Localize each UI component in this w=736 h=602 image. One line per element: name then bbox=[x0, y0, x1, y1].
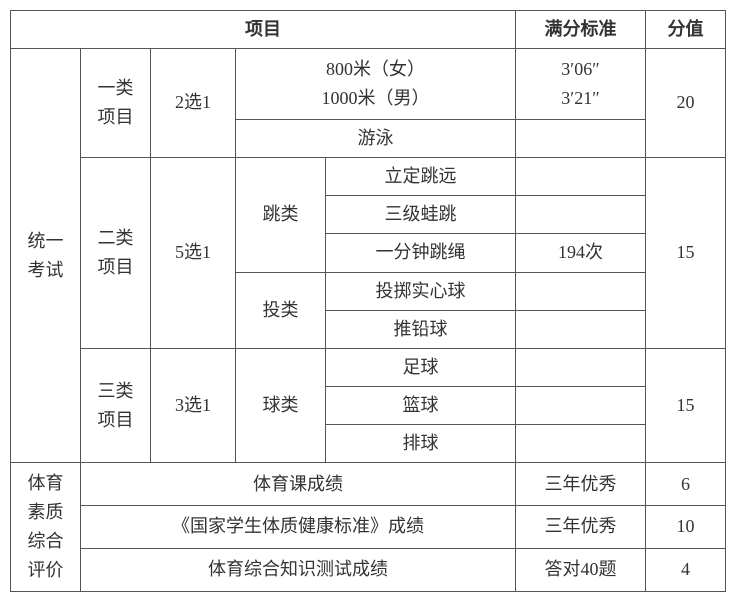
jump-label: 跳类 bbox=[236, 157, 326, 272]
cat2-label: 二类 项目 bbox=[81, 157, 151, 348]
knowledge-test-label: 体育综合知识测试成绩 bbox=[81, 548, 516, 591]
swimming-standard bbox=[516, 119, 646, 157]
ball-label: 球类 bbox=[236, 348, 326, 463]
medicine-ball-standard bbox=[516, 272, 646, 310]
health-standard-score: 10 bbox=[646, 506, 726, 549]
cat3-label: 三类 项目 bbox=[81, 348, 151, 463]
football-label: 足球 bbox=[326, 348, 516, 386]
table-row: 二类 项目 5选1 跳类 立定跳远 15 bbox=[11, 157, 726, 195]
table-row: 统一 考试 一类 项目 2选1 800米（女） 1000米（男） 3′06″ 3… bbox=[11, 49, 726, 120]
run800-label: 800米（女） bbox=[240, 55, 511, 84]
jump-rope-standard: 194次 bbox=[516, 234, 646, 272]
cat3-selection: 3选1 bbox=[151, 348, 236, 463]
volleyball-label: 排球 bbox=[326, 425, 516, 463]
pe-exam-table: 项目 满分标准 分值 统一 考试 一类 项目 2选1 800米（女） 1000米… bbox=[10, 10, 726, 592]
triple-frog-label: 三级蛙跳 bbox=[326, 196, 516, 234]
header-row: 项目 满分标准 分值 bbox=[11, 11, 726, 49]
basketball-label: 篮球 bbox=[326, 387, 516, 425]
section-unified-exam: 统一 考试 bbox=[11, 49, 81, 463]
football-standard bbox=[516, 348, 646, 386]
knowledge-test-score: 4 bbox=[646, 548, 726, 591]
header-score: 分值 bbox=[646, 11, 726, 49]
table-row: 三类 项目 3选1 球类 足球 15 bbox=[11, 348, 726, 386]
pe-grade-score: 6 bbox=[646, 463, 726, 506]
section-quality-eval: 体育 素质 综合 评价 bbox=[11, 463, 81, 591]
swimming-label: 游泳 bbox=[236, 119, 516, 157]
triple-frog-standard bbox=[516, 196, 646, 234]
run1000-standard: 3′21″ bbox=[520, 84, 641, 113]
cat1-run-standards: 3′06″ 3′21″ bbox=[516, 49, 646, 120]
shot-put-standard bbox=[516, 310, 646, 348]
table-row: 体育综合知识测试成绩 答对40题 4 bbox=[11, 548, 726, 591]
shot-put-label: 推铅球 bbox=[326, 310, 516, 348]
table-row: 《国家学生体质健康标准》成绩 三年优秀 10 bbox=[11, 506, 726, 549]
basketball-standard bbox=[516, 387, 646, 425]
cat1-label: 一类 项目 bbox=[81, 49, 151, 158]
table-row: 体育 素质 综合 评价 体育课成绩 三年优秀 6 bbox=[11, 463, 726, 506]
cat3-score: 15 bbox=[646, 348, 726, 463]
header-standard: 满分标准 bbox=[516, 11, 646, 49]
standing-jump-standard bbox=[516, 157, 646, 195]
health-standard-standard: 三年优秀 bbox=[516, 506, 646, 549]
health-standard-label: 《国家学生体质健康标准》成绩 bbox=[81, 506, 516, 549]
run800-standard: 3′06″ bbox=[520, 55, 641, 84]
medicine-ball-label: 投掷实心球 bbox=[326, 272, 516, 310]
cat2-score: 15 bbox=[646, 157, 726, 348]
throw-label: 投类 bbox=[236, 272, 326, 348]
run1000-label: 1000米（男） bbox=[240, 84, 511, 113]
knowledge-test-standard: 答对40题 bbox=[516, 548, 646, 591]
cat1-score: 20 bbox=[646, 49, 726, 158]
cat1-run-items: 800米（女） 1000米（男） bbox=[236, 49, 516, 120]
cat1-selection: 2选1 bbox=[151, 49, 236, 158]
jump-rope-label: 一分钟跳绳 bbox=[326, 234, 516, 272]
standing-jump-label: 立定跳远 bbox=[326, 157, 516, 195]
cat2-selection: 5选1 bbox=[151, 157, 236, 348]
volleyball-standard bbox=[516, 425, 646, 463]
header-project: 项目 bbox=[11, 11, 516, 49]
pe-grade-standard: 三年优秀 bbox=[516, 463, 646, 506]
pe-grade-label: 体育课成绩 bbox=[81, 463, 516, 506]
